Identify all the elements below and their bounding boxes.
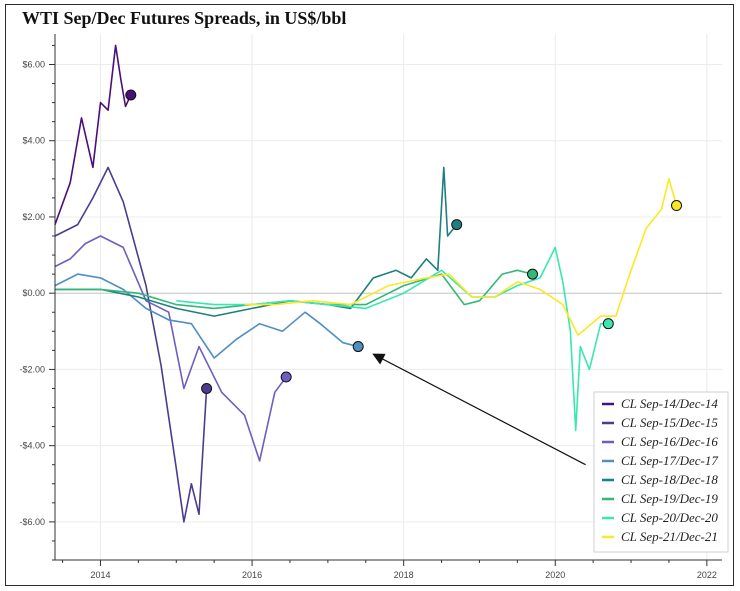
series-endpoint-markers <box>125 89 683 394</box>
series-line-4 <box>54 273 359 359</box>
series-line-3 <box>54 235 287 462</box>
legend-label-3: CL Sep-16/Dec-16 <box>621 434 718 449</box>
y-tick-label: -$4.00 <box>19 441 45 451</box>
legend-box <box>593 391 729 553</box>
y-tick-label: $6.00 <box>22 59 45 69</box>
x-tick-label: 2014 <box>90 570 110 580</box>
legend-label-1: CL Sep-14/Dec-14 <box>621 396 718 411</box>
series-endpoint-1 <box>125 89 137 101</box>
series-line-5 <box>55 166 458 317</box>
series-line-2 <box>54 166 208 523</box>
x-tick-label: 2020 <box>545 570 565 580</box>
y-tick-label: -$6.00 <box>19 517 45 527</box>
legend-label-7: CL Sep-20/Dec-20 <box>621 510 718 525</box>
y-tick-label: $2.00 <box>22 212 45 222</box>
y-tick-label: -$2.00 <box>19 364 45 374</box>
series-endpoint-7 <box>602 318 614 330</box>
series-endpoint-5 <box>451 219 463 231</box>
x-tick-label: 2016 <box>242 570 262 580</box>
legend: CL Sep-14/Dec-14 CL Sep-15/Dec-15 CL Sep-1… <box>593 391 729 553</box>
arrow-line <box>372 353 586 466</box>
series-line-8 <box>244 178 678 336</box>
series-endpoint-3 <box>280 371 292 383</box>
grid-lines <box>55 34 722 560</box>
legend-label-8: CL Sep-21/Dec-21 <box>621 529 718 544</box>
series-line-7 <box>176 246 609 432</box>
legend-label-2: CL Sep-15/Dec-15 <box>621 415 718 430</box>
x-tick-label: 2018 <box>394 570 414 580</box>
legend-label-6: CL Sep-19/Dec-19 <box>621 491 718 506</box>
series-endpoint-4 <box>352 341 364 353</box>
y-tick-label: $0.00 <box>22 288 45 298</box>
chart-title: WTI Sep/Dec Futures Spreads, in US$/bbl <box>22 8 347 28</box>
series-lines <box>54 44 678 523</box>
annotation-arrow <box>372 353 586 466</box>
series-endpoint-6 <box>527 268 539 280</box>
series-endpoint-8 <box>671 200 683 212</box>
y-tick-label: $4.00 <box>22 136 45 146</box>
series-endpoint-2 <box>201 382 213 394</box>
axes <box>49 34 722 566</box>
legend-label-4: CL Sep-17/Dec-17 <box>621 453 718 468</box>
legend-label-5: CL Sep-18/Dec-18 <box>621 472 718 487</box>
tick-labels: $6.00 $4.00 $2.00 $0.00 -$2.00 -$4.00 -$6.00 20… <box>19 59 716 580</box>
x-tick-label: 2022 <box>697 570 717 580</box>
series-line-1 <box>54 44 132 225</box>
